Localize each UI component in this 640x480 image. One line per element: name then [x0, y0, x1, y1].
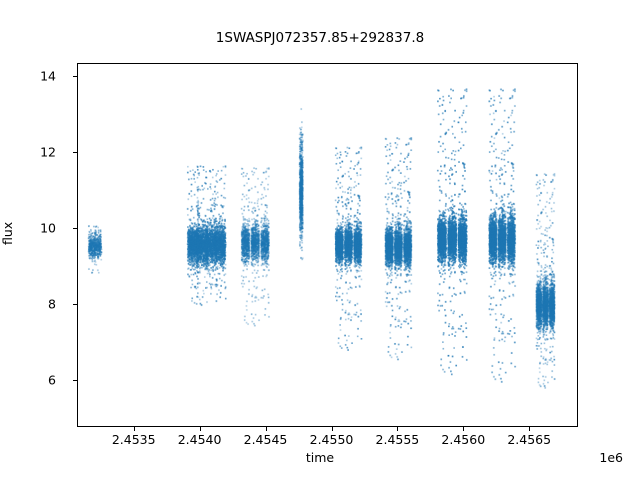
x-tick-label: 2.4540 [177, 432, 222, 447]
x-tick-label: 2.4555 [375, 432, 420, 447]
x-tick-mark [133, 427, 135, 431]
y-tick-label: 6 [48, 372, 56, 388]
scatter-plot-canvas [78, 64, 577, 426]
x-axis-label: time [305, 450, 335, 465]
y-tick-mark [73, 379, 77, 381]
y-tick-mark [73, 303, 77, 305]
y-tick-mark [73, 227, 77, 229]
x-tick-label: 2.4535 [111, 432, 156, 447]
y-tick-label: 12 [40, 144, 56, 160]
plot-axes [77, 63, 578, 427]
y-tick-label: 8 [48, 296, 56, 312]
x-tick-mark [463, 427, 465, 431]
x-tick-label: 2.4565 [507, 432, 552, 447]
page-title: 1SWASPJ072357.85+292837.8 [215, 30, 425, 46]
x-tick-label: 2.4560 [441, 432, 486, 447]
x-tick-mark [331, 427, 333, 431]
x-tick-mark [529, 427, 531, 431]
x-tick-mark [397, 427, 399, 431]
x-axis-offset-label: 1e6 [599, 450, 623, 465]
x-tick-label: 2.4545 [243, 432, 288, 447]
y-tick-label: 10 [40, 220, 56, 236]
y-tick-label: 14 [40, 68, 56, 84]
x-tick-mark [265, 427, 267, 431]
y-tick-mark [73, 76, 77, 78]
y-tick-mark [73, 152, 77, 154]
x-tick-label: 2.4550 [309, 432, 354, 447]
x-tick-mark [199, 427, 201, 431]
